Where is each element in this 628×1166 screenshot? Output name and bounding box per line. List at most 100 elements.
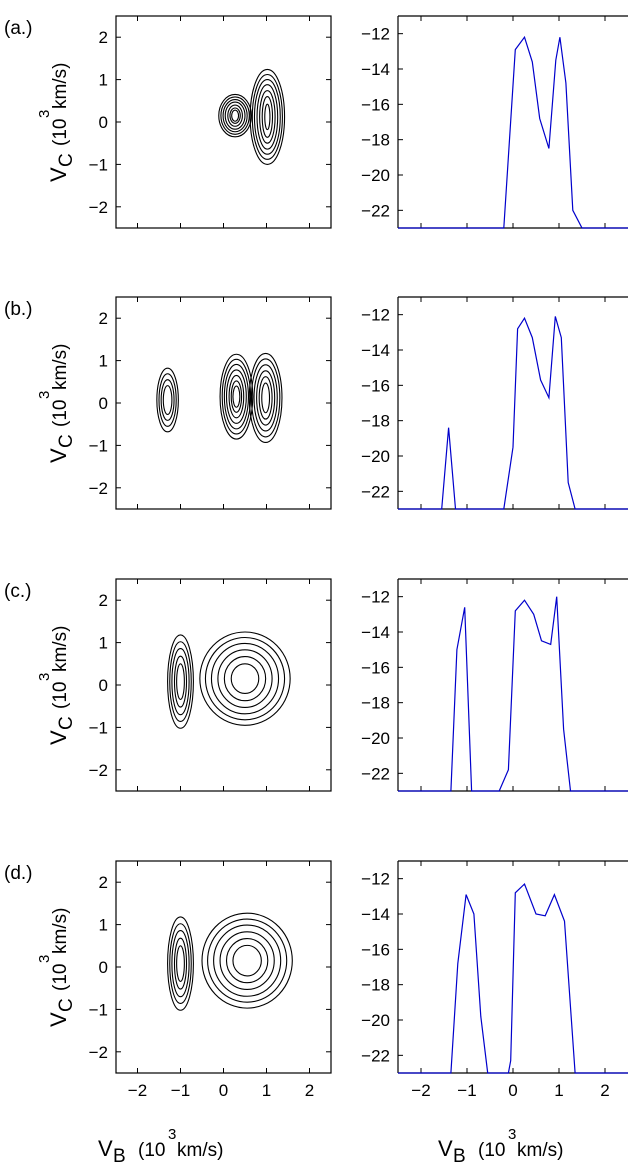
profile-xtick-label: −2 [411, 1081, 430, 1100]
contour-xtick-label: 2 [305, 1081, 314, 1100]
contour-level-line [256, 84, 279, 150]
panel-label: (b.) [4, 299, 33, 320]
contour-level-line [230, 380, 243, 413]
contour-level-line [156, 367, 179, 433]
contour-ytick-label: 1 [99, 916, 108, 935]
contour-level-line [218, 93, 253, 138]
contour-yaxis-exponent: 3 [36, 391, 53, 399]
contour-axes-frame [115, 860, 332, 1074]
contour-xaxis-exponent: 3 [168, 1126, 176, 1143]
contour-axes-frame [115, 578, 332, 792]
contour-ytick-label: 0 [99, 676, 108, 695]
profile-series-line [398, 316, 628, 510]
contour-ytick-label: −1 [89, 718, 108, 737]
contour-yaxis-subscript: C [56, 998, 77, 1012]
contour-ytick-label: 1 [99, 71, 108, 90]
contour-yaxis-title: VC (103 km/s) [36, 626, 77, 745]
contour-yaxis-symbol: V [46, 448, 71, 463]
contour-level-line [231, 109, 240, 122]
contour-level-line [230, 663, 260, 695]
contour-level-line [222, 98, 248, 133]
contour-level-line [259, 90, 276, 144]
profile-ytick-label: −20 [361, 729, 390, 748]
contour-level-line [171, 929, 190, 998]
contour-ytick-label: −2 [89, 479, 108, 498]
panel-label: (d.) [4, 863, 33, 884]
contour-ytick-label: 0 [99, 113, 108, 132]
contour-level-line [173, 655, 188, 708]
contour-xaxis-title: V B (10 3 km/s) [98, 1126, 223, 1166]
contour-level-line [160, 379, 175, 421]
contour-level-line [173, 937, 188, 990]
contour-ytick-label: 2 [99, 591, 108, 610]
contour-level-line [258, 376, 273, 420]
contour-yaxis-unit-close: km/s) [50, 344, 71, 390]
contour-ytick-label: 1 [99, 352, 108, 371]
contour-xtick-label: 1 [262, 1081, 271, 1100]
profile-ytick-label: −14 [361, 341, 390, 360]
contour-ytick-label: 2 [99, 873, 108, 892]
profile-ytick-label: −14 [361, 905, 390, 924]
contour-level-line [176, 663, 185, 700]
contour-level-line [176, 945, 185, 982]
contour-yaxis-symbol: V [46, 167, 71, 182]
profile-ytick-label: −14 [361, 60, 390, 79]
contour-yaxis-exponent: 3 [36, 955, 53, 963]
contour-level-line [232, 385, 241, 408]
contour-yaxis-unit-open: (10 [50, 400, 71, 427]
contour-xtick-label: 0 [219, 1081, 228, 1100]
contour-xaxis-symbol: V [98, 1136, 113, 1161]
profile-xaxis-exponent: 3 [508, 1126, 516, 1143]
figure-row: (a.) −2 −1 0 1 2 VC (103 km/s) −22 −20 −18 −16 −14 −1… [4, 15, 628, 229]
profile-xtick-label: 2 [600, 1081, 609, 1100]
contour-panel: −2 −1 0 1 2 VC (103 km/s) [36, 578, 332, 792]
contour-level-line [169, 923, 192, 1005]
contour-level-line [199, 631, 291, 726]
figure-row: (b.) −2 −1 0 1 2 VC (103 km/s) −22 −20 −18 −16 −14 −1… [4, 296, 628, 510]
contour-level-line [223, 656, 267, 702]
contour-level-line [224, 101, 246, 130]
profile-ytick-label: −14 [361, 623, 390, 642]
contour-ytick-label: −2 [89, 761, 108, 780]
contour-axes-frame [115, 296, 332, 510]
profile-ytick-label: −20 [361, 1011, 390, 1030]
contour-yaxis-subscript: C [56, 153, 77, 167]
contour-level-line [167, 916, 194, 1011]
contour-level-line [249, 68, 286, 165]
contour-level-line [250, 358, 281, 438]
contour-ytick-label: 2 [99, 309, 108, 328]
profile-xaxis-subscript: B [453, 1146, 466, 1166]
contour-panel: −2 −1 0 1 2 −2 −1 0 1 2 VC (103 km/s) [36, 860, 332, 1100]
contour-level-line [251, 73, 283, 160]
profile-xaxis-unit-open: (10 [478, 1140, 505, 1161]
contour-xtick-label: −2 [128, 1081, 147, 1100]
contour-level-line [229, 107, 241, 124]
contour-yaxis-unit-close: km/s) [50, 626, 71, 672]
contour-ytick-label: 0 [99, 958, 108, 977]
profile-xaxis-unit-close: km/s) [517, 1140, 563, 1161]
contour-ytick-label: 0 [99, 394, 108, 413]
contour-ytick-label: −2 [89, 1043, 108, 1062]
contour-yaxis-unit-open: (10 [50, 119, 71, 146]
profile-xtick-label: −1 [457, 1081, 476, 1100]
profile-ytick-label: −12 [361, 870, 390, 889]
contour-yaxis-subscript: C [56, 434, 77, 448]
contour-ytick-label: 1 [99, 634, 108, 653]
profile-ytick-label: −12 [361, 25, 390, 44]
profile-ytick-label: −18 [361, 976, 390, 995]
contour-level-line [256, 370, 276, 426]
contour-level-line [227, 104, 243, 127]
profile-series-line [398, 35, 628, 229]
contour-level-line [253, 364, 278, 432]
contour-ytick-label: 2 [99, 28, 108, 47]
contour-level-line [223, 363, 249, 430]
profile-ytick-label: −16 [361, 376, 390, 395]
contour-yaxis-symbol: V [46, 1012, 71, 1027]
profile-panel: −22 −20 −18 −16 −14 −12 [361, 578, 628, 792]
profile-ytick-label: −18 [361, 131, 390, 150]
profile-ytick-label: −12 [361, 306, 390, 325]
contour-yaxis-unit-close: km/s) [50, 63, 71, 109]
profile-ytick-label: −18 [361, 412, 390, 431]
